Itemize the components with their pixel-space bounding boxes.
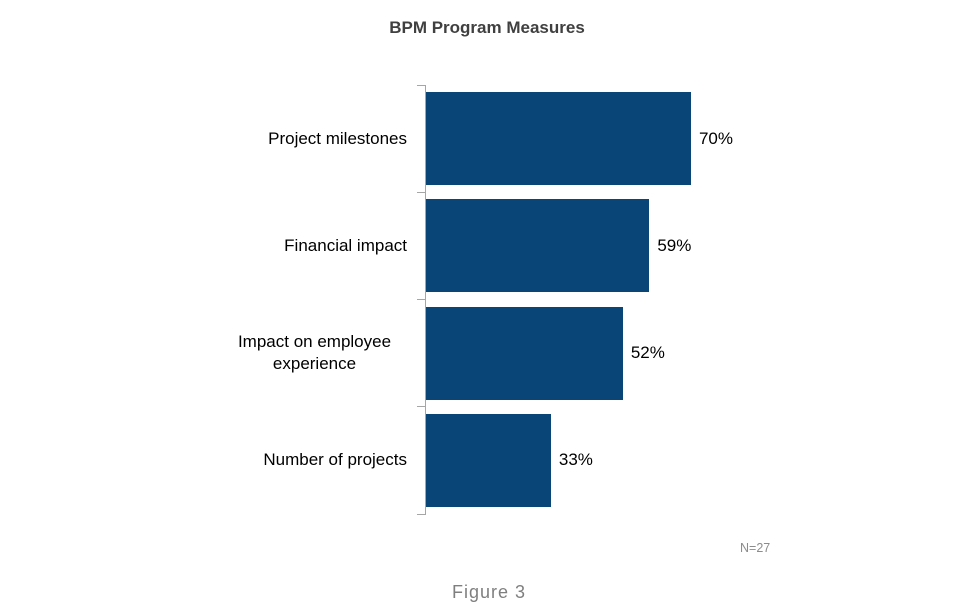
value-label: 33% (558, 450, 593, 470)
bar-area: 59% (426, 199, 974, 293)
bar-row: Impact on employee experience 52% (0, 300, 974, 407)
y-axis-line (424, 85, 426, 515)
sample-size-note: N=27 (740, 541, 771, 555)
value-label: 59% (657, 235, 692, 255)
category-label: Project milestones (268, 128, 407, 148)
category-cell: Project milestones (0, 128, 407, 150)
bar-rows: Project milestones 70% Financial impact 59%… (0, 85, 974, 514)
bar-area: 33% (426, 413, 974, 507)
bar (426, 306, 623, 400)
category-label: Number of projects (263, 450, 407, 470)
category-label: Financial impact (284, 235, 407, 255)
bar (426, 199, 650, 293)
bar-area: 70% (426, 92, 974, 186)
chart-title: BPM Program Measures (389, 18, 585, 37)
axis-tick (417, 406, 425, 408)
axis-tick (417, 84, 425, 86)
category-cell: Impact on employee experience (0, 331, 407, 375)
bar (426, 413, 551, 507)
bar-row: Financial impact 59% (0, 192, 974, 299)
bar (426, 92, 691, 186)
category-label: Impact on employee experience (237, 332, 392, 374)
axis-tick (417, 299, 425, 300)
value-label: 70% (698, 128, 733, 148)
figure-caption: Figure 3 (452, 582, 527, 602)
bar-row: Number of projects 33% (0, 407, 974, 514)
bar-row: Project milestones 70% (0, 85, 974, 192)
y-axis-ticks (417, 84, 425, 515)
category-cell: Financial impact (0, 235, 407, 257)
axis-tick (417, 191, 425, 193)
value-label: 52% (630, 343, 665, 363)
bar-area: 52% (426, 306, 974, 400)
category-cell: Number of projects (0, 449, 407, 471)
axis-tick (417, 513, 425, 515)
